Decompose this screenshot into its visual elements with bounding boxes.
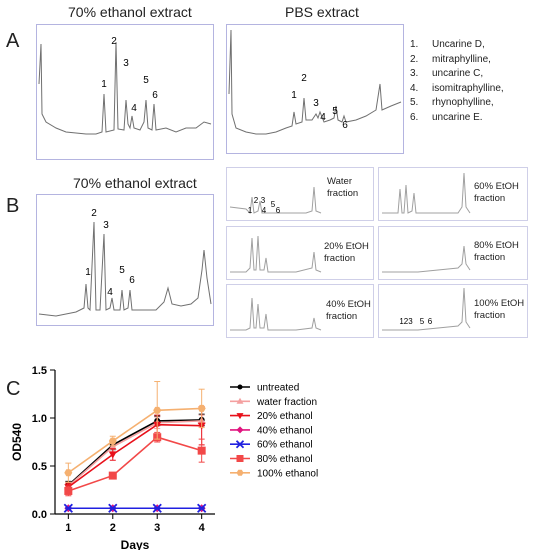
ethanol100-fraction-label: 100% EtOH fraction (474, 298, 525, 321)
legend-marker (236, 397, 244, 404)
ethanol80-fraction-label: 80% EtOH fraction (474, 240, 519, 263)
peak-label: 1 (101, 79, 107, 90)
water-fraction-chromatogram: 1 2 3 4 5 6 (226, 167, 374, 221)
panel-c-letter: C (6, 378, 21, 400)
legend-marker (235, 440, 245, 449)
legend-label: 40% ethanol (257, 425, 313, 436)
legend-label: 60% ethanol (257, 440, 313, 451)
od540-line-chart: 0.0 0.5 1.0 1.5 1 2 3 4 Days OD540 untreated water … (10, 365, 318, 550)
legend-label: untreated (257, 383, 299, 394)
x-tick-label: 3 (154, 522, 160, 534)
x-tick-label: 1 (65, 522, 71, 534)
peak-label: 6 (342, 120, 348, 131)
water-fraction-label: Water fraction (327, 176, 359, 199)
y-tick-label: 1.5 (32, 365, 47, 377)
legend-label: 80% ethanol (257, 454, 313, 465)
compound-list: 1. Uncarine D, 2. mitraphylline, 3. uncarin… (410, 38, 530, 125)
data-point (108, 451, 117, 459)
data-point (153, 406, 162, 414)
peak-label: 4 (320, 112, 326, 123)
compound-item: 6. uncarine E. (410, 111, 483, 123)
panel-b-main-title: 70% ethanol extract (73, 175, 197, 191)
peak-label: 3 (123, 58, 129, 69)
series-line-5 (68, 436, 202, 492)
data-point (64, 469, 73, 477)
peak-label: 3 (313, 98, 319, 109)
peak-label: 6 (152, 90, 158, 101)
panel-b-letter: B (6, 195, 20, 217)
ethanol20-fraction-chromatogram (226, 226, 374, 280)
ethanol60-fraction-label: 60% EtOH fraction (474, 181, 519, 204)
legend-marker (236, 413, 244, 420)
data-point (64, 486, 73, 495)
y-axis-label: OD540 (10, 423, 24, 461)
y-tick-label: 1.0 (32, 413, 47, 425)
peak-label: 5 (271, 200, 276, 209)
peak-label: 5 (420, 317, 425, 326)
panel-a-right-title: PBS extract (285, 4, 359, 20)
data-point (197, 503, 207, 513)
legend-marker (236, 455, 244, 462)
x-tick-label: 4 (199, 522, 206, 534)
data-point (108, 471, 117, 480)
series-line-2 (67, 423, 202, 488)
peak-label: 1 (85, 267, 91, 278)
data-point (108, 437, 117, 445)
ethanol60-fraction-chromatogram (378, 167, 528, 221)
series-line-1 (67, 420, 202, 487)
panel-a-left-chromatogram: 1 2 3 4 5 6 (36, 24, 214, 160)
panel-a-letter: A (6, 30, 20, 52)
legend-marker (237, 384, 243, 390)
peak-label: 5 (143, 75, 149, 86)
legend-label: water fraction (256, 397, 317, 408)
compound-item: 4. isomitraphylline, (410, 82, 504, 94)
legend-label: 100% ethanol (257, 468, 318, 479)
peak-label: 6 (428, 317, 433, 326)
y-tick-label: 0.5 (32, 461, 47, 473)
series-line-0 (67, 419, 202, 486)
x-axis-label: Days (121, 538, 150, 550)
y-tick-label: 0.0 (32, 509, 47, 521)
compound-item: 1. Uncarine D, (410, 39, 485, 50)
compound-item: 5. rhynophylline, (410, 97, 494, 108)
peak-label: 4 (107, 287, 113, 298)
legend-marker (236, 469, 244, 476)
series-line-6 (67, 407, 202, 474)
data-point (108, 503, 118, 513)
legend-marker (236, 426, 244, 434)
peak-label: 123 (399, 317, 413, 326)
data-point (197, 446, 206, 455)
peak-label: 2 (91, 208, 97, 219)
ethanol80-fraction-chromatogram (378, 226, 528, 280)
peak-label: 6 (276, 206, 281, 215)
peak-label: 4 (262, 206, 267, 215)
ethanol20-fraction-label: 20% EtOH fraction (324, 241, 369, 264)
ethanol100-fraction-chromatogram: 123 5 6 (378, 284, 528, 338)
compound-item: 3. uncarine C, (410, 68, 484, 79)
peak-label: 6 (129, 275, 135, 286)
peak-label: 1 (291, 90, 297, 101)
data-point (197, 404, 206, 412)
data-point (63, 503, 73, 513)
panel-b-main-chromatogram: 1 2 3 4 5 6 (36, 194, 214, 326)
peak-label: 4 (131, 103, 137, 114)
peak-label: 2 (301, 73, 307, 84)
panel-a-left-title: 70% ethanol extract (68, 4, 192, 20)
ethanol40-fraction-label: 40% EtOH fraction (326, 299, 371, 322)
peak-label: 2 (111, 36, 117, 47)
data-point (152, 503, 162, 513)
peak-label: 3 (261, 196, 266, 205)
x-tick-label: 2 (110, 522, 116, 534)
peak-label: 5 (119, 265, 125, 276)
panel-a-right-chromatogram: 1 2 3 4 5 6 (226, 24, 404, 154)
peak-label: 3 (103, 220, 109, 231)
compound-item: 2. mitraphylline, (410, 53, 491, 65)
peak-label: 1 (248, 206, 253, 215)
peak-label: 5 (332, 106, 338, 117)
ethanol40-fraction-chromatogram (226, 284, 374, 338)
peak-label: 2 (254, 196, 259, 205)
legend-label: 20% ethanol (257, 411, 313, 422)
